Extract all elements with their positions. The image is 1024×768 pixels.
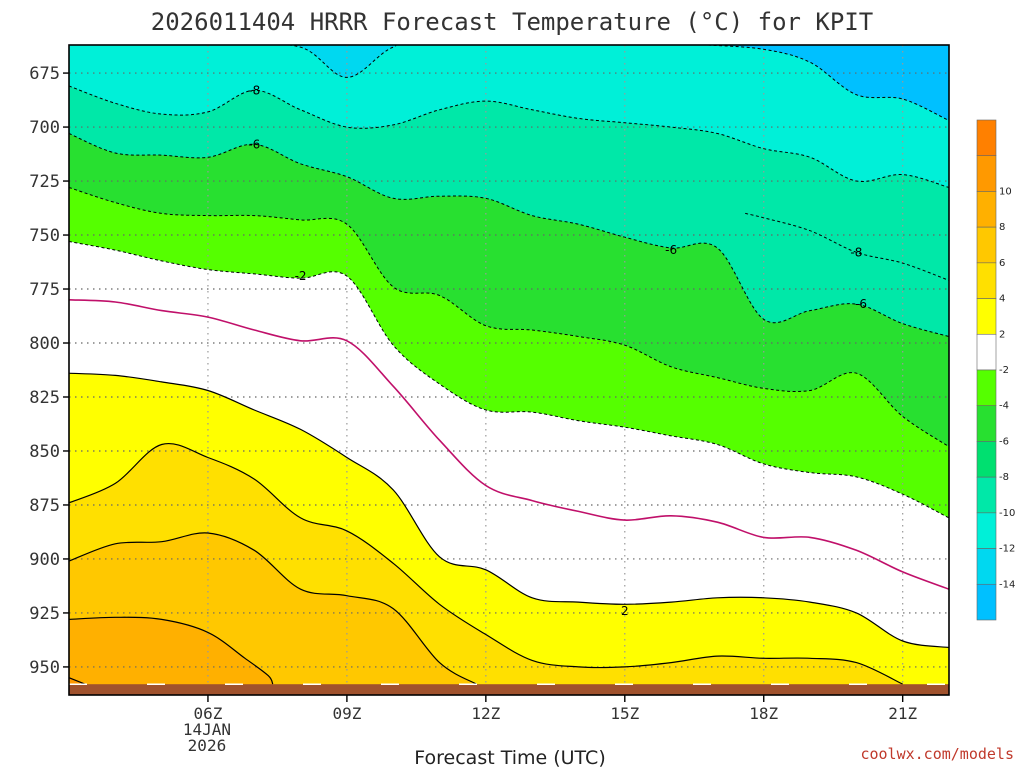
colorbar-swatch-0	[976, 119, 997, 157]
colorbar-swatch-11	[976, 512, 997, 549]
colorbar-swatch-9	[976, 441, 997, 478]
colorbar-label-8: -6	[999, 436, 1009, 447]
grid-lines	[69, 45, 949, 695]
colorbar-label-12: -14	[999, 579, 1015, 590]
contour--2-8	[69, 241, 949, 519]
temperature-fill-bands	[69, 45, 949, 695]
y-tick-label-675: 675	[29, 64, 60, 84]
colorbar-label-3: 6	[999, 258, 1005, 269]
plot-frame	[68, 44, 950, 696]
x-tick-label-12Z: 12Z	[471, 704, 500, 723]
colorbar-swatch-4	[976, 262, 997, 299]
contour-label-3: -6	[248, 137, 260, 151]
colorbar-swatch-6	[976, 333, 997, 371]
y-tick-label-775: 775	[29, 280, 60, 300]
x-tick-label-09Z: 09Z	[332, 704, 361, 723]
contour-label-5: -8	[850, 245, 862, 259]
x-tick-sublabel-0: 14JAN	[183, 720, 231, 739]
y-tick-label-850: 850	[29, 442, 60, 462]
ground-fill	[69, 684, 949, 695]
contour-labels: -8 -6 -6 -8 -6 -2 2	[248, 83, 867, 617]
contour-4-11	[69, 442, 903, 685]
chart-title: 2026011404 HRRR Forecast Temperature (°C…	[151, 8, 873, 36]
isotherm-contours	[69, 45, 949, 685]
contour-label-10: 2	[621, 604, 629, 618]
contour-8-13	[69, 616, 274, 685]
band-m2_2	[69, 241, 949, 648]
contour-0-9	[69, 299, 949, 590]
colorbar-swatch-1	[976, 155, 997, 192]
contour-label-4: -6	[665, 243, 677, 257]
x-tick-label-06Z: 06Z	[193, 704, 222, 723]
band-m10_m8	[69, 86, 949, 337]
x-tick-label-21Z: 21Z	[888, 704, 917, 723]
y-tick-label-825: 825	[29, 388, 60, 408]
contour-label-8: -2	[295, 269, 307, 283]
x-tick-label-18Z: 18Z	[749, 704, 778, 723]
band-m6_m4	[69, 133, 949, 447]
band-cold-corner	[708, 45, 949, 121]
y-tick-label-925: 925	[29, 604, 60, 624]
x-tick-label-15Z: 15Z	[610, 704, 639, 723]
colorbar-swatch-2	[976, 191, 997, 228]
ground-layer	[69, 683, 949, 695]
contour--10-1	[708, 45, 949, 122]
contour--8-5	[745, 212, 949, 281]
contour-2-10	[69, 372, 949, 649]
colorbar-label-9: -8	[999, 472, 1009, 483]
x-tick-sublabel-1: 2026	[188, 736, 227, 755]
colorbar-label-1: 10	[999, 186, 1012, 197]
colorbar-label-2: 8	[999, 222, 1005, 233]
colorbar-swatch-7	[976, 369, 997, 407]
colorbar-swatch-13	[976, 583, 997, 621]
band-m4_m2	[69, 187, 949, 518]
y-tick-label-700: 700	[29, 118, 60, 138]
colorbar-swatch-5	[976, 298, 997, 335]
y-tick-label-725: 725	[29, 172, 60, 192]
y-tick-label-875: 875	[29, 496, 60, 516]
colorbar-legend: 10 8 6 4 2 -2 -4 -6 -8 -10 -12 -14	[976, 119, 1015, 621]
colorbar-swatch-8	[976, 405, 997, 442]
colorbar-label-6: -2	[999, 365, 1009, 376]
contour-label-6: -6	[855, 297, 867, 311]
y-tick-label-900: 900	[29, 550, 60, 570]
contour-6-12	[69, 532, 477, 685]
colorbar-label-10: -10	[999, 508, 1015, 519]
contour-label-2: -8	[248, 83, 260, 97]
x-axis-label: Forecast Time (UTC)	[414, 747, 605, 768]
y-tick-label-800: 800	[29, 334, 60, 354]
y-tick-label-750: 750	[29, 226, 60, 246]
colorbar-swatch-3	[976, 226, 997, 264]
colorbar-label-4: 4	[999, 294, 1005, 305]
y-tick-label-950: 950	[29, 658, 60, 678]
colorbar-swatch-10	[976, 476, 997, 514]
band-8_10	[69, 617, 278, 695]
credit-text: coolwx.com/models	[860, 745, 1014, 763]
colorbar-label-5: 2	[999, 329, 1005, 340]
colorbar-label-7: -4	[999, 401, 1009, 412]
colorbar-swatch-12	[976, 548, 997, 585]
y-axis: 675 700 725 750 775 800 825 850 875 900 925 950	[29, 64, 69, 678]
contour--4-7	[69, 187, 949, 448]
colorbar-label-11: -12	[999, 544, 1015, 555]
contour--6-3	[69, 133, 949, 337]
